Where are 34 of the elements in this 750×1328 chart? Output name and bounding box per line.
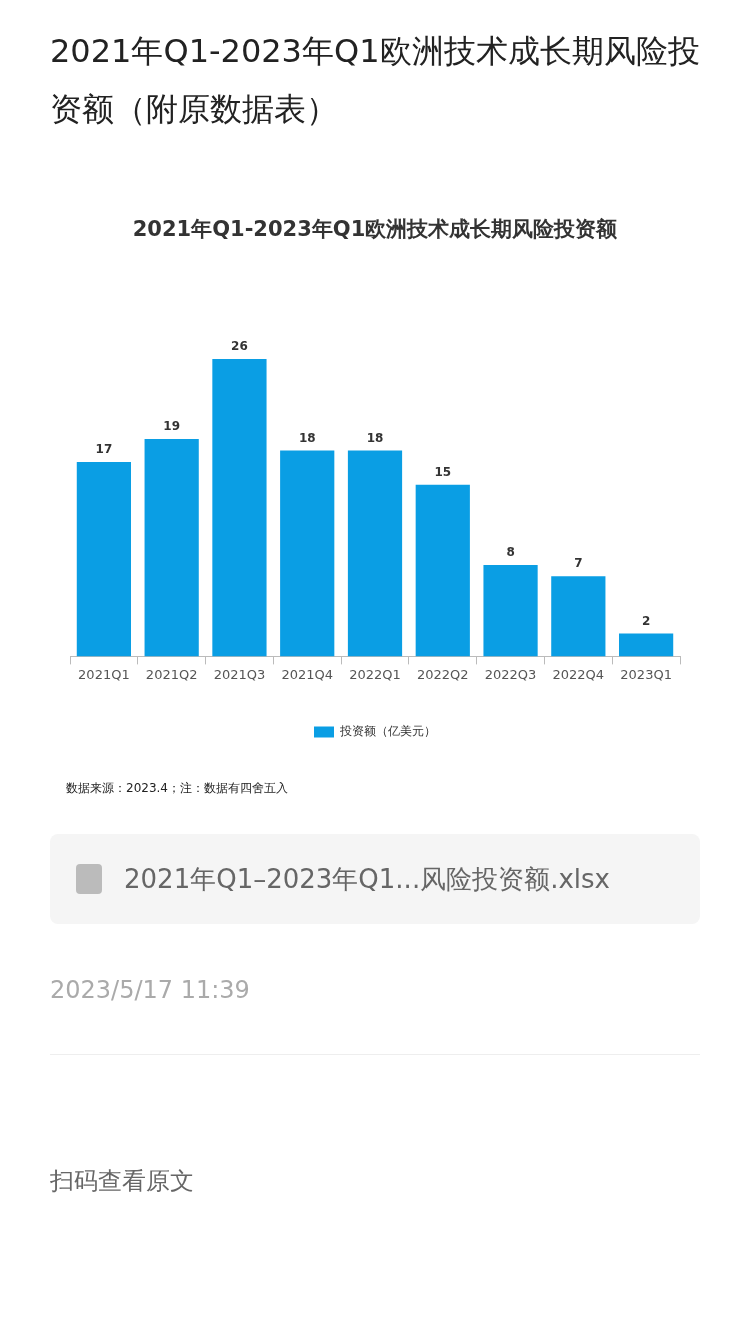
x-tick-label: 2022Q4 (552, 666, 605, 682)
bar (280, 450, 335, 657)
x-tick-label: 2023Q1 (620, 666, 672, 682)
x-tick-label: 2022Q3 (484, 666, 537, 682)
bar (415, 484, 470, 657)
data-label: 19 (163, 419, 181, 434)
text: 2021年Q1–2023年Q1...风险投资额.xlsx (124, 862, 610, 896)
chart-title: 2021年Q1-2023年Q1欧洲技术成长期风险投资额（附原数据表） (50, 31, 700, 130)
data-label: 26 (231, 339, 248, 354)
source-note: 数据来源：2023.4；注：数据有四舍五入 (66, 780, 289, 797)
data-label: 18 (366, 430, 384, 445)
x-tick-label: 2021Q4 (281, 666, 334, 682)
data-label: 7 (574, 556, 583, 571)
text: 2023/5/17 11:39 (50, 976, 251, 1004)
x-tick-label: 2021Q3 (213, 666, 266, 682)
x-tick-label: 2021Q1 (78, 666, 130, 682)
data-label: 15 (434, 464, 452, 479)
legend-label: 投资额（亿美元） (339, 724, 436, 739)
bar (212, 358, 267, 657)
chart-subtitle: 2021年Q1-2023年Q1欧洲技术成长期风险投资额 (132, 217, 619, 242)
bar (347, 450, 403, 657)
data-label: 2 (641, 613, 651, 628)
text: 扫码查看原文 (50, 1166, 195, 1197)
bar (619, 633, 674, 657)
x-tick-label: 2022Q2 (416, 666, 469, 682)
x-tick-label: 2022Q1 (349, 666, 401, 682)
bar (144, 439, 199, 657)
bar (76, 461, 131, 657)
data-label: 18 (298, 430, 316, 445)
bar (551, 576, 606, 657)
bar (483, 564, 538, 657)
data-label: 17 (95, 442, 113, 457)
data-label: 8 (506, 545, 515, 560)
x-tick-label: 2021Q2 (145, 666, 198, 682)
